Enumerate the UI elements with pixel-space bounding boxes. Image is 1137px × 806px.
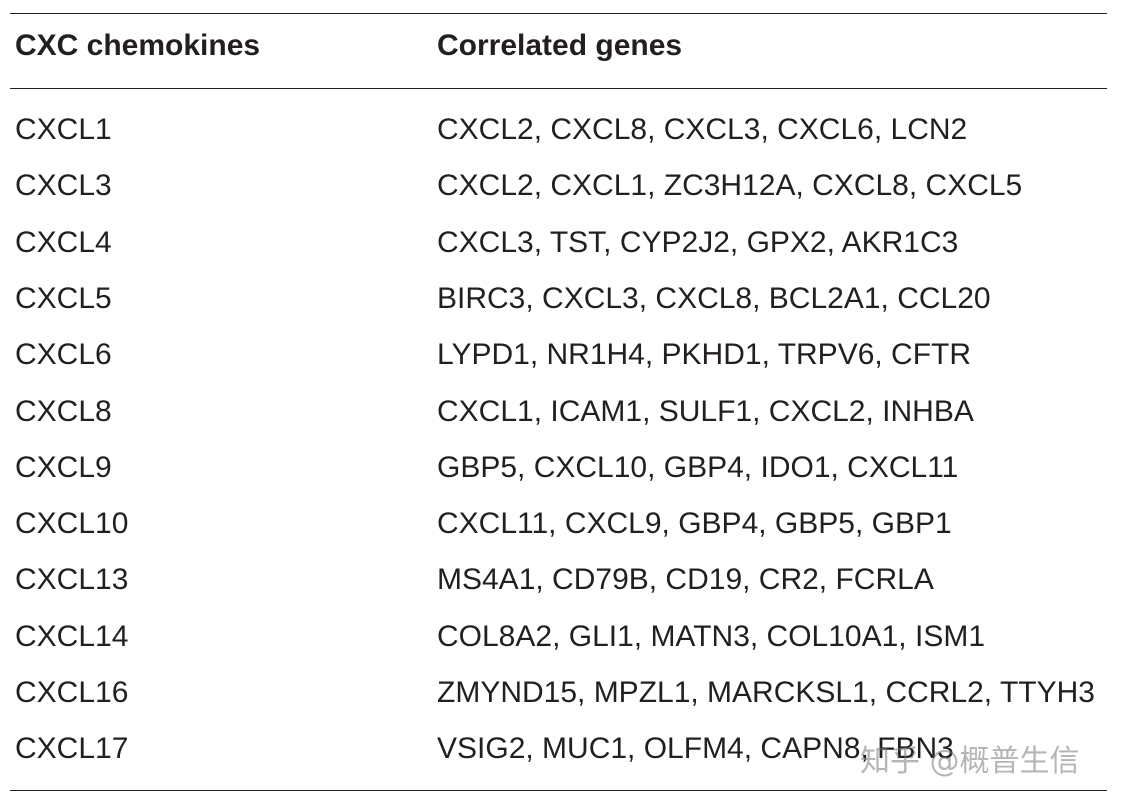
genes-cell: VSIG2, MUC1, OLFM4, CAPN8, FBN3 bbox=[437, 732, 954, 766]
top-rule bbox=[10, 13, 1107, 14]
genes-cell: CXCL2, CXCL1, ZC3H12A, CXCL8, CXCL5 bbox=[437, 169, 1023, 203]
genes-cell: COL8A2, GLI1, MATN3, COL10A1, ISM1 bbox=[437, 619, 985, 653]
chemokine-cell: CXCL14 bbox=[15, 619, 129, 653]
genes-cell: GBP5, CXCL10, GBP4, IDO1, CXCL11 bbox=[437, 450, 959, 484]
chemokine-cell: CXCL16 bbox=[15, 676, 129, 709]
genes-cell: ZMYND15, MPZL1, MARCKSL1, CCRL2, TTYH3 bbox=[437, 676, 1095, 709]
genes-cell: BIRC3, CXCL3, CXCL8, BCL2A1, CCL20 bbox=[437, 281, 991, 315]
chemokine-cell: CXCL8 bbox=[15, 394, 112, 428]
genes-cell: LYPD1, NR1H4, PKHD1, TRPV6, CFTR bbox=[437, 338, 972, 372]
chemokine-cell: CXCL6 bbox=[15, 338, 112, 372]
genes-cell: CXCL11, CXCL9, GBP4, GBP5, GBP1 bbox=[437, 507, 952, 541]
header-cell: CXC chemokines bbox=[15, 29, 261, 62]
chemokine-cell: CXCL17 bbox=[15, 732, 129, 766]
chemokine-cell: CXCL4 bbox=[15, 225, 112, 259]
header-rule bbox=[10, 88, 1107, 89]
chemokine-cell: CXCL1 bbox=[15, 113, 112, 146]
bottom-rule bbox=[10, 790, 1107, 791]
watermark: 知乎 @概普生信 bbox=[860, 744, 1080, 779]
header-cell: Correlated genes bbox=[437, 29, 683, 62]
chemokine-cell: CXCL13 bbox=[15, 563, 129, 597]
genes-cell: CXCL3, TST, CYP2J2, GPX2, AKR1C3 bbox=[437, 225, 959, 259]
genes-cell: MS4A1, CD79B, CD19, CR2, FCRLA bbox=[437, 563, 934, 597]
chemokine-cell: CXCL3 bbox=[15, 169, 112, 203]
chemokine-cell: CXCL5 bbox=[15, 281, 112, 315]
genes-cell: CXCL1, ICAM1, SULF1, CXCL2, INHBA bbox=[437, 394, 974, 428]
chemokine-cell: CXCL10 bbox=[15, 507, 129, 541]
genes-cell: CXCL2, CXCL8, CXCL3, CXCL6, LCN2 bbox=[437, 113, 968, 146]
chemokine-cell: CXCL9 bbox=[15, 450, 112, 484]
